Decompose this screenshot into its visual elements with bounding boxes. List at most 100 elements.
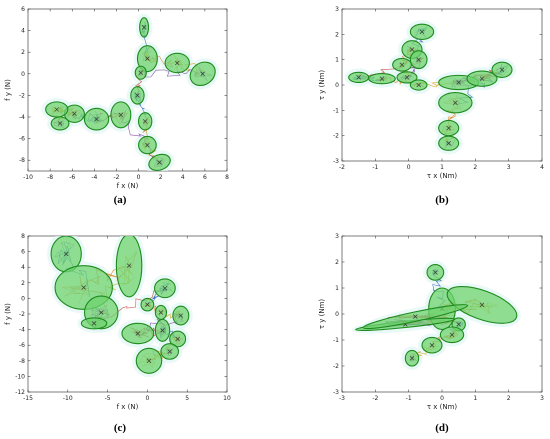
- plot-content: [351, 260, 521, 371]
- x-tick-label: -6: [69, 174, 75, 181]
- cluster-center-marker: [200, 71, 205, 77]
- y-tick-label: -6: [19, 342, 25, 349]
- x-tick-label: 2: [507, 395, 511, 402]
- cluster-center-marker: [446, 141, 451, 146]
- cluster-center-marker: [145, 302, 150, 307]
- cluster-ellipse: [115, 236, 143, 298]
- y-axis-label: f y (N): [4, 303, 12, 325]
- cluster-center-marker: [499, 67, 505, 73]
- cluster-center-marker: [178, 313, 184, 318]
- cluster-center-marker: [145, 56, 150, 61]
- x-tick-label: -1: [406, 395, 412, 402]
- y-tick-label: 2: [21, 49, 25, 56]
- cluster-center-marker: [91, 321, 97, 326]
- x-tick-label: -10: [63, 395, 73, 402]
- cluster-center-marker: [146, 358, 152, 364]
- chart-panel-3: -3 -2 -1 0 1 2 3 -3 -2 -1 0 1 2 3 τ x (Nm) τ y (Nm) (d): [318, 233, 544, 434]
- cluster-center-marker: [379, 76, 385, 81]
- x-tick-label: 0: [440, 395, 444, 402]
- x-tick-label: 0: [145, 395, 149, 402]
- x-tick-label: 3: [540, 395, 544, 402]
- x-tick-label: -5: [105, 395, 111, 402]
- y-tick-label: -2: [333, 363, 339, 370]
- x-tick-label: -1: [372, 164, 378, 171]
- y-tick-label: -10: [15, 373, 25, 380]
- cluster-center-marker: [145, 142, 150, 148]
- cluster-center-marker: [404, 75, 410, 80]
- y-tick-label: 4: [21, 28, 25, 35]
- y-tick-label: 1: [335, 285, 339, 292]
- cluster-center-marker: [446, 125, 451, 131]
- x-tick-label: 4: [540, 164, 544, 171]
- panel-caption: (d): [435, 422, 449, 434]
- x-tick-label: -10: [23, 174, 33, 181]
- y-tick-label: -3: [333, 389, 339, 396]
- cluster-center-marker: [98, 310, 104, 315]
- x-tick-label: 0: [137, 174, 141, 181]
- cluster-center-marker: [416, 57, 421, 62]
- y-axis-label: τ y (Nm): [318, 299, 326, 330]
- x-axis-label: τ x (Nm): [427, 403, 458, 411]
- cluster-center-marker: [141, 25, 147, 30]
- y-tick-label: -8: [19, 157, 25, 164]
- y-tick-label: -2: [19, 311, 25, 318]
- cluster-center-marker: [72, 111, 77, 117]
- cluster-center-marker: [456, 322, 461, 327]
- cluster-center-marker: [142, 119, 148, 124]
- cluster-center-marker: [356, 75, 361, 80]
- y-tick-label: 4: [21, 264, 25, 271]
- x-tick-label: -2: [372, 395, 378, 402]
- x-tick-label: -8: [47, 174, 53, 181]
- cluster-center-marker: [399, 62, 405, 67]
- x-tick-label: -4: [91, 174, 97, 181]
- y-tick-label: 2: [335, 259, 339, 266]
- y-tick-label: 6: [21, 249, 25, 256]
- cluster-center-marker: [57, 121, 63, 126]
- cluster-center-marker: [479, 302, 485, 308]
- y-tick-label: -1: [333, 337, 339, 344]
- chart-panel-2: -15 -10 -5 0 5 10 -12 -10 -8 -6 -4 -2 0 2 4 6 8 f x (N) f …: [4, 233, 231, 434]
- x-tick-label: 10: [223, 395, 231, 402]
- cluster-center-marker: [456, 80, 461, 85]
- cluster-center-marker: [433, 270, 438, 275]
- cluster-center-marker: [135, 331, 141, 336]
- y-tick-label: 3: [335, 233, 339, 240]
- cluster-center-marker: [158, 310, 164, 315]
- cluster-center-marker: [409, 355, 415, 361]
- cluster-center-marker: [138, 70, 144, 75]
- cluster-center-marker: [54, 107, 59, 112]
- x-tick-label: -2: [339, 164, 345, 171]
- x-tick-label: 1: [473, 395, 477, 402]
- x-tick-label: 2: [159, 174, 163, 181]
- y-tick-label: -1: [333, 107, 339, 114]
- cluster-center-marker: [63, 251, 69, 257]
- cluster-center-marker: [157, 160, 162, 165]
- y-tick-label: -2: [19, 92, 25, 99]
- y-tick-label: 0: [335, 311, 339, 318]
- cluster-center-marker: [160, 328, 165, 333]
- plot-area: [27, 8, 228, 172]
- cluster-center-marker: [162, 286, 168, 291]
- cluster-center-marker: [416, 82, 421, 88]
- x-tick-label: 4: [181, 174, 185, 181]
- y-tick-label: 3: [335, 6, 339, 13]
- cluster-center-marker: [175, 336, 180, 342]
- x-tick-label: -2: [113, 174, 119, 181]
- x-tick-label: 2: [473, 164, 477, 171]
- x-tick-label: 3: [507, 164, 511, 171]
- x-tick-label: 0: [407, 164, 411, 171]
- y-tick-label: 0: [21, 71, 25, 78]
- y-tick-label: -3: [333, 158, 339, 165]
- plot-content: [344, 20, 516, 155]
- x-axis-label: f x (N): [117, 403, 139, 411]
- cluster-center-marker: [81, 285, 86, 290]
- trajectory-line: [143, 69, 200, 78]
- plot-content: [47, 236, 193, 378]
- y-tick-label: 1: [335, 57, 339, 64]
- cluster-center-marker: [135, 93, 140, 98]
- x-tick-label: 5: [185, 395, 189, 402]
- panel-caption: (a): [114, 194, 127, 206]
